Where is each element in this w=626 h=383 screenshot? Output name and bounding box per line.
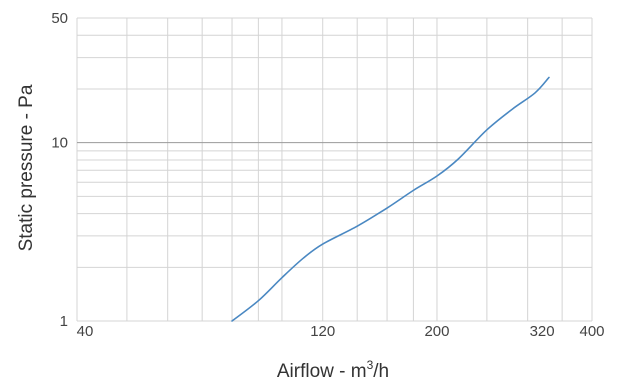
- x-tick-labels: 40 120 200 320 400: [77, 323, 605, 340]
- x-tick-label: 320: [530, 323, 555, 340]
- y-tick-label: 50: [51, 10, 68, 27]
- plot-series: [231, 76, 550, 322]
- y-tick-labels: 1 10 50: [51, 10, 68, 330]
- x-tick-label: 200: [424, 323, 449, 340]
- y-tick-label: 10: [51, 135, 68, 152]
- grid: [76, 17, 593, 322]
- y-tick-label: 1: [60, 313, 68, 330]
- x-tick-label: 40: [77, 323, 94, 340]
- series-line: [231, 76, 550, 322]
- x-axis-title-superscript: 3: [367, 358, 374, 372]
- x-tick-label: 400: [579, 323, 604, 340]
- x-tick-label: 120: [310, 323, 335, 340]
- x-axis-title-main: Airflow - m: [277, 361, 367, 382]
- y-axis-title: Static pressure - Pa: [16, 84, 37, 251]
- x-axis-title: Airflow - m3/h: [277, 358, 389, 382]
- x-axis-title-suffix: /h: [373, 361, 389, 382]
